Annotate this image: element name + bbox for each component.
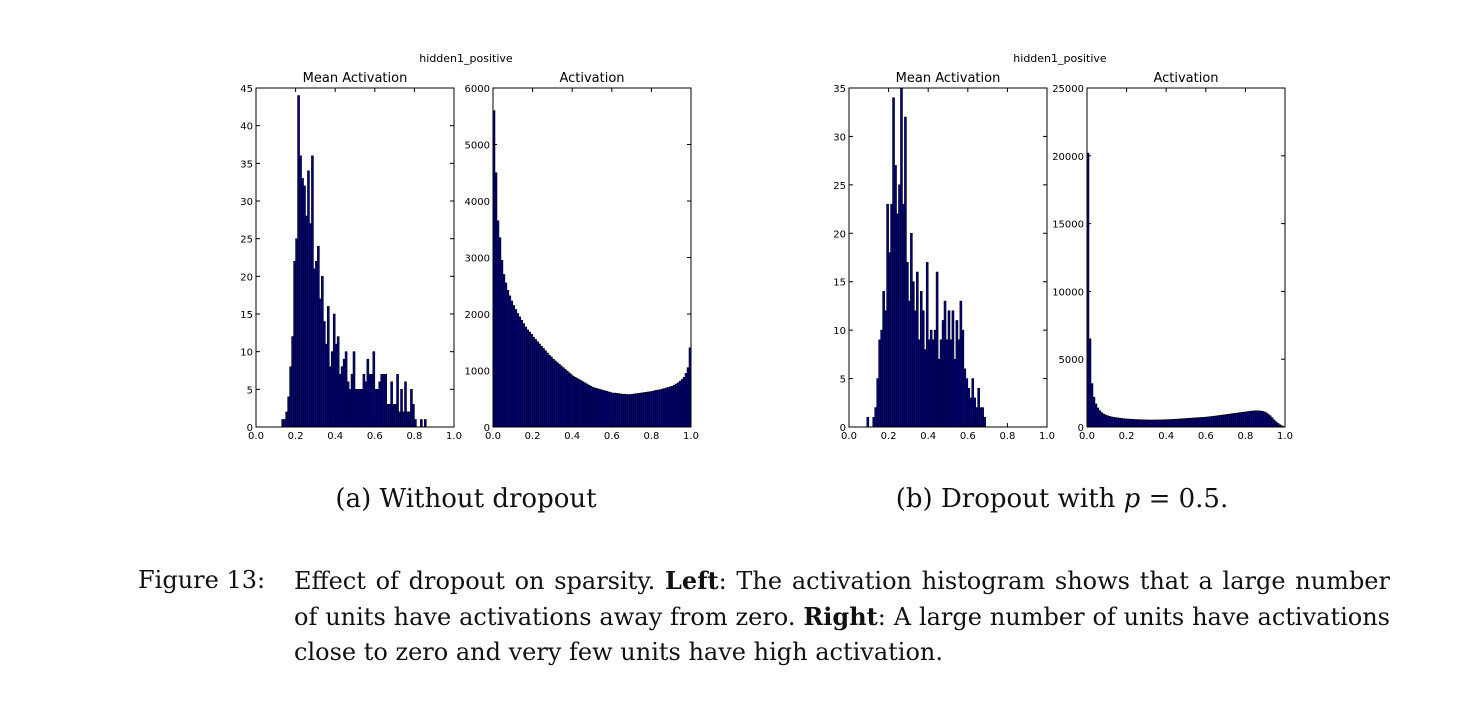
panel-title: Mean Activation [896,71,1001,86]
caption-left-label: Left [665,566,719,595]
y-tick-label: 30 [833,132,846,143]
y-tick-label: 25000 [1052,84,1084,95]
y-tick-label: 10000 [1052,287,1084,298]
subfigure-caption-a: (a) Without dropout [216,484,716,514]
y-tick-label: 30 [240,197,253,208]
y-tick-label: 1000 [465,367,490,378]
subfigure-caption-b: (b) Dropout with p = 0.5. [812,484,1312,514]
axes-frame [1086,87,1286,428]
figure-caption: Figure 13: Effect of dropout on sparsity… [138,563,1390,670]
y-tick-label: 45 [240,84,253,95]
x-tick-label: 0.2 [525,431,541,442]
caption-lead: Effect of dropout on sparsity. [294,567,656,595]
y-tick-label: 10 [240,348,253,359]
y-tick-label: 5000 [465,141,490,152]
y-tick-label: 15 [240,310,253,321]
y-tick-label: 0 [247,423,253,434]
y-tick-label: 15000 [1052,220,1084,231]
y-tick-label: 5 [840,375,846,386]
axes-frame [848,87,1048,428]
panel-a-mean-activation: Mean Activation 0.0 0.2 0.4 0.6 0.8 1.0 0 5 10 15 2… [240,71,462,442]
y-tick-label: 3000 [465,254,490,265]
x-tick-label: 0.0 [485,431,501,442]
suptitle-a: hidden1_positive [419,52,513,65]
histogram-bar [983,417,986,428]
x-tick-label: 0.6 [604,431,620,442]
figure-caption-body: Effect of dropout on sparsity. Left: The… [294,563,1390,670]
x-tick-label: 0.2 [288,431,304,442]
subfigure-caption-b-prefix: (b) Dropout with [895,484,1124,514]
x-tick-label: 0.4 [327,431,343,442]
y-tick-label: 2000 [465,310,490,321]
histogram-bar [423,419,427,428]
y-tick-label: 5000 [1059,355,1084,366]
y-tick-label: 35 [240,159,253,170]
x-tick-label: 1.0 [1039,431,1055,442]
x-tick-label: 0.8 [643,431,659,442]
x-tick-label: 1.0 [1277,431,1293,442]
histogram-bar [866,417,870,428]
x-tick-label: 0.2 [1119,431,1135,442]
y-tick-label: 15 [833,278,846,289]
x-tick-label: 0.0 [841,431,857,442]
y-tick-label: 4000 [465,197,490,208]
panel-b-activation: Activation 0.0 0.2 0.4 0.6 0.8 1.0 0 5000 10000 15… [1052,71,1293,442]
y-tick-label: 10 [833,326,846,337]
y-tick-label: 25 [833,181,846,192]
x-tick-label: 0.6 [1198,431,1214,442]
histogram-bar [420,419,423,428]
y-tick-label: 20 [240,272,253,283]
y-tick-label: 40 [240,122,253,133]
x-tick-label: 0.0 [248,431,264,442]
x-tick-label: 0.8 [999,431,1015,442]
x-tick-label: 1.0 [446,431,462,442]
y-tick-label: 25 [240,235,253,246]
x-tick-label: 0.4 [564,431,580,442]
x-tick-label: 0.8 [406,431,422,442]
caption-right-label: Right [803,602,878,631]
subfigure-caption-b-suffix: = 0.5. [1140,484,1229,514]
x-tick-label: 0.2 [881,431,897,442]
panel-title: Activation [1153,71,1218,86]
y-tick-label: 20000 [1052,152,1084,163]
x-tick-label: 0.4 [1158,431,1174,442]
caption-left-text: : The activation histogram shows that a … [294,567,1390,631]
subfigure-caption-b-var: p [1123,484,1141,514]
x-tick-label: 1.0 [683,431,699,442]
x-tick-label: 0.8 [1237,431,1253,442]
y-tick-label: 35 [833,84,846,95]
panel-a-activation: Activation 0.0 0.2 0.4 0.6 0.8 1.0 0 1000 2000 300… [465,71,699,442]
y-tick-label: 0 [840,423,846,434]
caption-right-text: : A large number of units have activatio… [294,603,1390,666]
suptitle-b: hidden1_positive [1013,52,1107,65]
axes-frame [255,87,455,428]
x-tick-label: 0.0 [1079,431,1095,442]
y-tick-label: 0 [1078,423,1084,434]
y-tick-label: 5 [247,385,253,396]
x-tick-label: 0.6 [960,431,976,442]
figure-canvas: hidden1_positive hidden1_positive Mean A… [240,52,1293,442]
panel-title: Mean Activation [303,71,408,86]
y-tick-label: 20 [833,229,846,240]
panel-title: Activation [559,71,624,86]
y-tick-label: 0 [484,423,490,434]
panel-b-mean-activation: Mean Activation 0.0 0.2 0.4 0.6 0.8 1.0 0 5 10 15 2… [833,71,1055,442]
subfigure-caption-a-text: (a) Without dropout [335,484,597,514]
x-tick-label: 0.4 [920,431,936,442]
y-tick-label: 6000 [465,84,490,95]
x-tick-label: 0.6 [367,431,383,442]
figure-number: Figure 13: [138,566,266,594]
